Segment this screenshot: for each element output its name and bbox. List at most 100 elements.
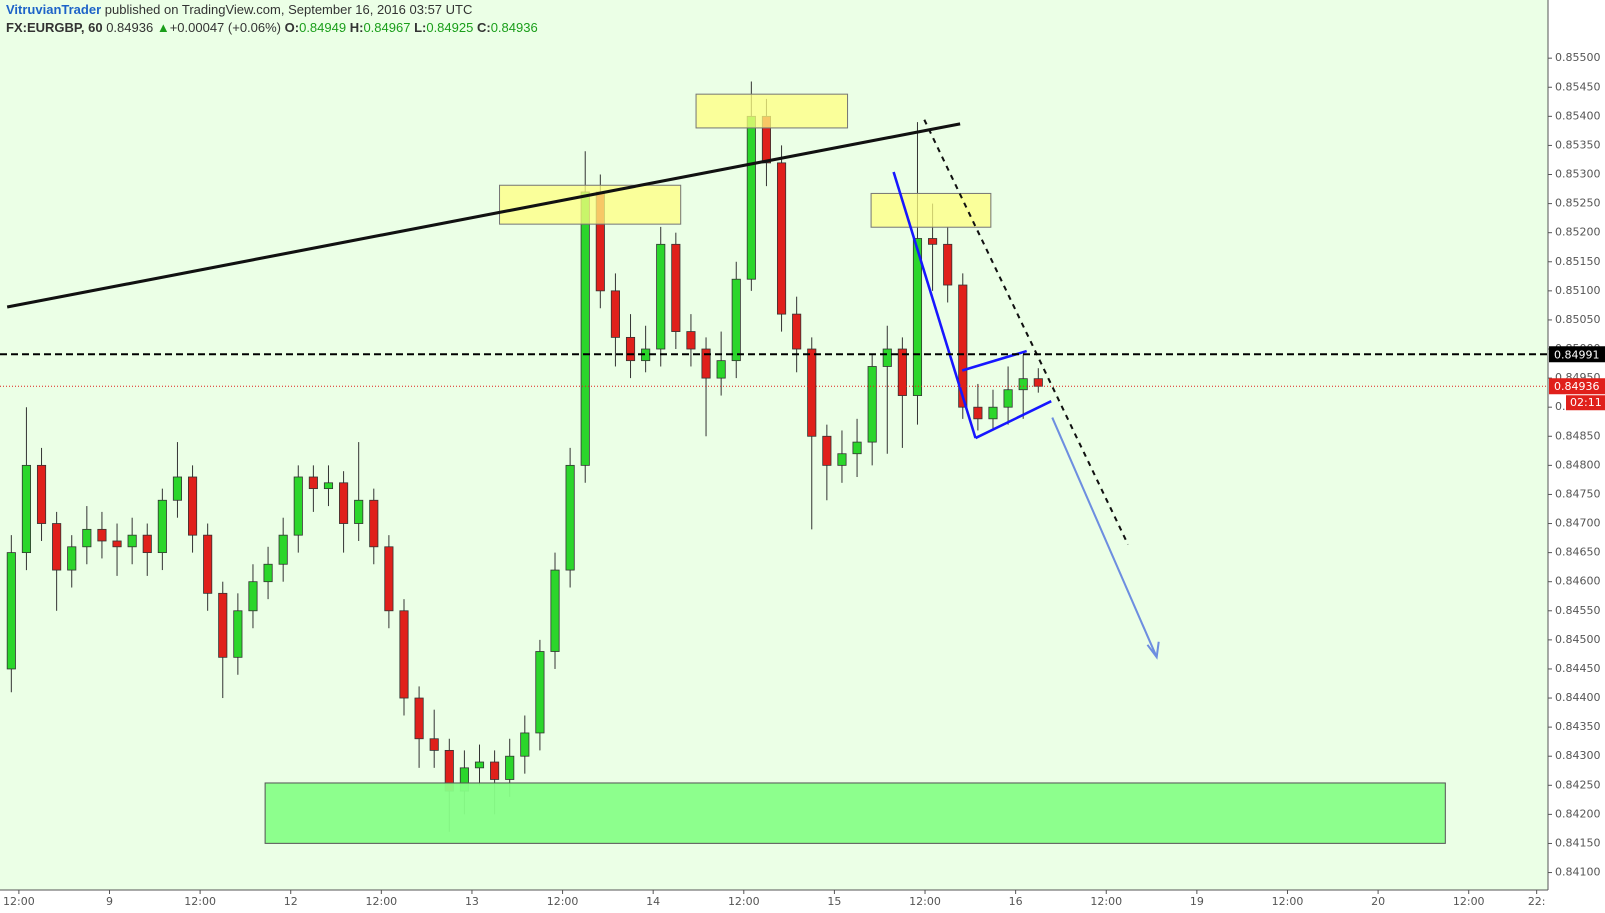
candle-body [369, 499, 379, 548]
y-tick-label: 0.84500 [1555, 633, 1601, 646]
candle-body [172, 476, 183, 501]
candle-body [339, 482, 349, 524]
y-tick-label: 0.84750 [1555, 487, 1601, 500]
drawings [6, 93, 1446, 844]
y-tick-label: 0.84600 [1555, 575, 1601, 588]
price-label: 0.84936 [1554, 380, 1600, 393]
candle-body [656, 243, 666, 350]
x-tick-label: 12:00 [909, 895, 941, 908]
y-tick-label: 0.85400 [1555, 109, 1601, 122]
y-tick-label: 0.85050 [1555, 313, 1601, 326]
high-value: 0.84967 [363, 20, 411, 35]
candle-body [792, 313, 802, 350]
candle-body [203, 534, 213, 594]
projection-arrowhead [1146, 641, 1160, 660]
candle-body [882, 348, 892, 367]
candle-body [1003, 389, 1013, 408]
candle-body [490, 761, 500, 780]
candle-body [852, 441, 862, 455]
candle-body [293, 476, 303, 536]
close-value: 0.84936 [490, 20, 538, 35]
x-tick-label: 12:00 [3, 895, 35, 908]
candle-body [520, 732, 530, 757]
x-tick-label: 12:00 [1090, 895, 1122, 908]
candle-body [1033, 378, 1043, 387]
candle-body [686, 331, 696, 350]
candle-body [822, 435, 832, 466]
candle-body [776, 162, 787, 315]
candle-body [233, 610, 243, 658]
resistance-box [870, 192, 992, 228]
resistance-box [695, 93, 849, 129]
candle-body [505, 755, 515, 780]
candle-body [21, 464, 31, 554]
candle-body [912, 238, 923, 396]
y-tick-label: 0.85450 [1555, 80, 1601, 93]
candle-body [625, 336, 636, 362]
open-label: O: [284, 20, 300, 35]
candle-body [36, 464, 47, 524]
y-tick-label: 0.84350 [1555, 720, 1601, 733]
candle-body [6, 552, 16, 670]
publish-line: VitruvianTrader published on TradingView… [6, 2, 472, 17]
author: VitruvianTrader [6, 2, 102, 17]
flag-pole [892, 171, 977, 439]
price-axis-panel [1548, 0, 1605, 913]
low-label: L: [414, 20, 427, 35]
candle-body [928, 238, 938, 245]
y-tick-label: 0.84100 [1555, 866, 1601, 879]
candle-body [1018, 378, 1028, 391]
candle-body [550, 569, 560, 652]
support-zone [264, 782, 1446, 844]
y-tick-label: 0.84300 [1555, 749, 1601, 762]
y-tick-label: 0.84650 [1555, 546, 1601, 559]
publish-info: published on TradingView.com, September … [101, 2, 473, 17]
candle-body [142, 534, 152, 554]
time-axis-panel [0, 890, 1548, 913]
candle-body [988, 406, 998, 420]
y-tick-label: 0.85150 [1555, 255, 1601, 268]
y-tick-label: 0.84400 [1555, 691, 1601, 704]
candle-body [414, 697, 424, 740]
symbol-legend: FX:EURGBP, 60 0.84936 ▲+0.00047 (+0.06%)… [6, 20, 538, 35]
candle-body [157, 499, 167, 554]
x-tick-label: 12 [284, 895, 298, 908]
y-tick-label: 0.84150 [1555, 836, 1601, 849]
x-tick-label: 20 [1371, 895, 1385, 908]
candle-body [867, 366, 877, 443]
x-tick-label: 9 [106, 895, 113, 908]
x-tick-label: 13 [465, 895, 479, 908]
y-tick-label: 0.84850 [1555, 429, 1601, 442]
x-tick-label: 12:00 [547, 895, 579, 908]
y-tick-label: 0.84550 [1555, 604, 1601, 617]
x-tick-label: 15 [827, 895, 841, 908]
y-tick-label: 0.85200 [1555, 226, 1601, 239]
countdown: 02:11 [1570, 396, 1602, 409]
candle-body [263, 563, 273, 583]
candle-body [67, 546, 77, 571]
candle-body [897, 348, 907, 396]
x-tick-label: 19 [1190, 895, 1204, 908]
candle-body [127, 534, 137, 548]
y-tick-label: 0.84800 [1555, 458, 1601, 471]
candle-body [746, 115, 756, 280]
x-tick-label: 22: [1528, 895, 1546, 908]
candle-body [807, 348, 817, 437]
candle-body [716, 360, 726, 379]
price-label: 0.84991 [1554, 348, 1600, 361]
countdown-box [1566, 395, 1605, 411]
candle-body [218, 592, 228, 658]
candle-body [701, 348, 711, 379]
candle-body [248, 581, 258, 612]
close-label: C: [476, 20, 491, 35]
candle-body [958, 284, 968, 408]
x-tick-label: 12:00 [365, 895, 397, 908]
candle-body [671, 243, 681, 332]
candle-body [610, 290, 620, 338]
candle-body [580, 191, 590, 466]
last-price: 0.84936 [106, 20, 154, 35]
x-tick-label: 12:00 [184, 895, 216, 908]
y-tick-label: 0.84200 [1555, 807, 1601, 820]
flag-bottom [974, 400, 1052, 440]
